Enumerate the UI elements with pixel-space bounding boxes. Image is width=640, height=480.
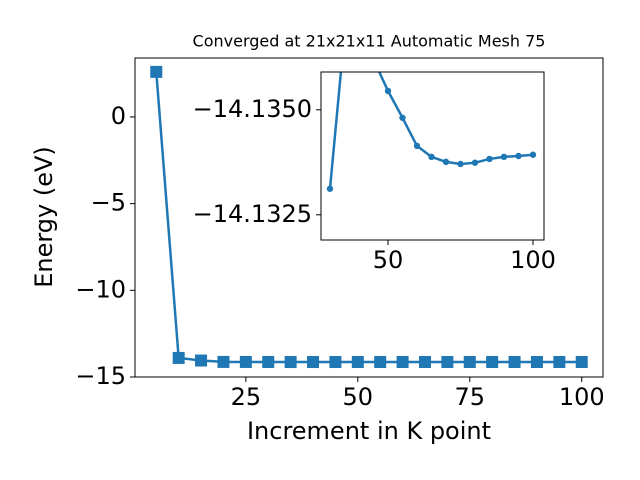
data-point xyxy=(217,355,230,368)
y-tick-label: −15 xyxy=(75,362,126,390)
data-point xyxy=(329,356,342,369)
y-axis-label: Energy (eV) xyxy=(30,146,58,288)
axes-frame xyxy=(134,57,604,378)
data-point xyxy=(428,153,435,161)
data-point xyxy=(195,354,208,367)
axes-frame xyxy=(320,71,545,241)
data-point xyxy=(384,87,392,95)
data-point xyxy=(326,185,334,192)
y-tick-label: −5 xyxy=(91,189,126,217)
data-point xyxy=(262,355,275,368)
data-point xyxy=(500,153,508,161)
y-tick-label: 0 xyxy=(111,102,126,130)
x-tick-label: 50 xyxy=(373,246,404,274)
x-tick-label: 75 xyxy=(454,383,485,411)
plot-content xyxy=(150,65,588,369)
data-point xyxy=(486,355,499,368)
data-point xyxy=(457,160,464,168)
data-point xyxy=(442,158,450,166)
data-point xyxy=(150,65,163,78)
x-tick-label: 100 xyxy=(510,246,556,274)
x-tick-label: 100 xyxy=(559,383,605,411)
data-point xyxy=(508,355,521,368)
data-point xyxy=(396,355,409,368)
data-point xyxy=(399,114,406,121)
data-point xyxy=(284,356,297,369)
data-point xyxy=(413,142,421,150)
data-point xyxy=(172,351,185,364)
data-point xyxy=(530,355,543,368)
y-tick-label: −14.1350 xyxy=(193,95,312,123)
data-point xyxy=(463,355,476,368)
data-point xyxy=(307,356,320,369)
x-tick-label: 50 xyxy=(343,383,374,411)
data-point xyxy=(529,151,537,158)
data-point xyxy=(515,152,522,160)
data-point xyxy=(575,355,588,368)
data-point xyxy=(486,155,493,163)
chart-title: Converged at 21x21x11 Automatic Mesh 75 xyxy=(193,32,546,51)
x-axis-label: Increment in K point xyxy=(247,417,491,445)
data-point xyxy=(351,356,364,369)
data-point xyxy=(471,159,479,166)
data-point xyxy=(239,355,252,368)
plot-content xyxy=(326,72,537,192)
y-tick-label: −14.1325 xyxy=(193,200,312,228)
data-point xyxy=(374,356,387,369)
data-point xyxy=(441,355,454,368)
x-tick-label: 25 xyxy=(231,383,262,411)
data-point xyxy=(418,355,431,368)
y-tick-label: −10 xyxy=(75,275,126,303)
data-point xyxy=(553,355,566,368)
